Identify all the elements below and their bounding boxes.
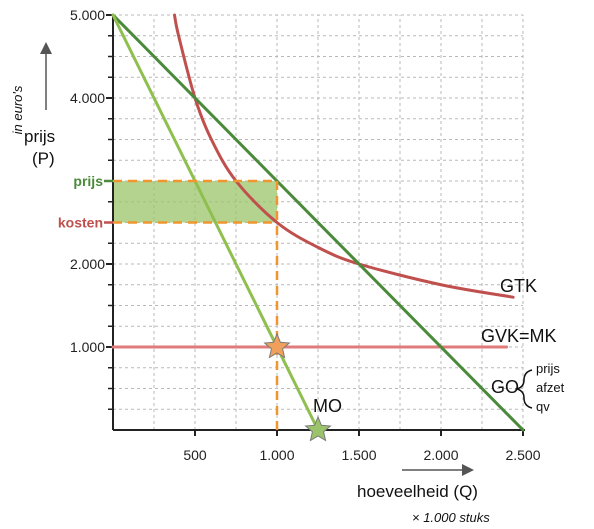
x-tick-label: 2.500: [505, 447, 540, 463]
profit-area: [113, 181, 277, 223]
x-axis-label: hoeveelheid (Q): [357, 482, 478, 501]
mo-zero-star: [304, 415, 332, 442]
y-axis-symbol: (P): [32, 149, 55, 168]
x-axis-multiplier-note: × 1.000 stuks: [412, 510, 490, 525]
go-brace-item: prijs: [536, 361, 560, 376]
x-tick-label: 1.500: [341, 447, 376, 463]
mk-intersection-star: [263, 332, 291, 359]
label-mo: MO: [313, 396, 342, 416]
label-gtk: GTK: [500, 276, 537, 296]
series-line-go: [111, 13, 525, 432]
y-axis-label-arrowhead: [40, 42, 52, 54]
x-tick-label: 2.000: [423, 447, 458, 463]
annotation-prijs: prijs: [73, 173, 103, 189]
y-tick-label: 5.000: [70, 7, 105, 23]
go-brace-item: afzet: [536, 380, 565, 395]
series-line-gtk: [173, 13, 515, 299]
annotation-kosten: kosten: [58, 215, 103, 231]
go-brace-item: qv: [536, 399, 550, 414]
y-tick-label: 4.000: [70, 90, 105, 106]
label-gvk-mk: GVK=MK: [481, 326, 557, 346]
axes: 500 1.000 1.500 2.000 2.500 1.000 2.000 4.000 5.…: [70, 7, 541, 463]
y-axis-unit-label: in euro's: [10, 85, 25, 134]
y-tick-label: 2.000: [70, 256, 105, 272]
y-axis-name: prijs: [24, 127, 55, 146]
go-brace: [514, 369, 533, 409]
label-go: GO: [491, 377, 519, 397]
x-tick-label: 500: [183, 447, 207, 463]
x-tick-label: 1.000: [259, 447, 294, 463]
y-tick-label: 1.000: [70, 339, 105, 355]
series-line-mo: [111, 13, 320, 432]
x-axis-label-arrowhead: [462, 464, 474, 476]
